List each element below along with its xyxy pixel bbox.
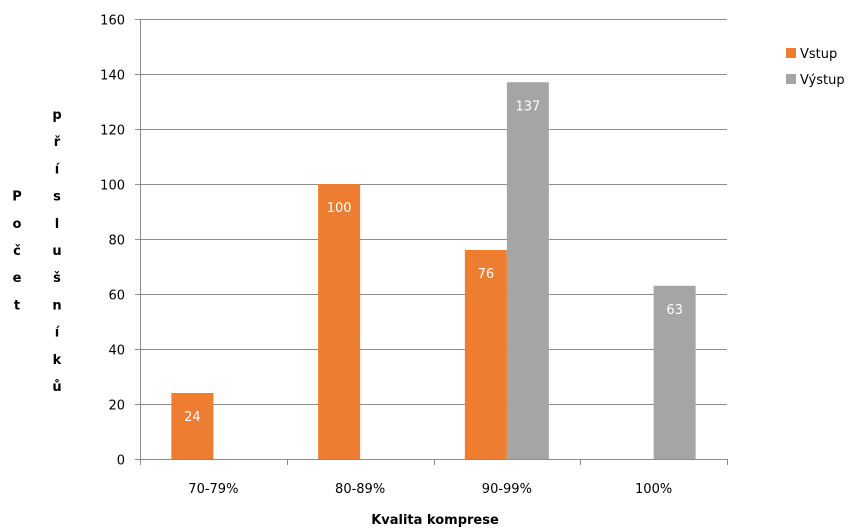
y-tick-label: 20 xyxy=(108,399,125,414)
y-axis-title-char: t xyxy=(14,298,20,313)
y-tick-label: 0 xyxy=(117,454,125,469)
y-axis-title-char: č xyxy=(13,244,21,259)
y-tick-label: 80 xyxy=(108,234,125,249)
y-tick-label: 160 xyxy=(100,14,125,29)
y-axis-title-char: s xyxy=(53,190,61,205)
y-axis-title-char: ů xyxy=(52,380,61,395)
y-tick-label: 60 xyxy=(108,289,125,304)
bar-výstup xyxy=(653,285,696,459)
data-label: 76 xyxy=(478,267,495,282)
legend-swatch xyxy=(786,48,796,58)
y-tick-label: 100 xyxy=(100,179,125,194)
data-label: 63 xyxy=(666,303,683,318)
bar-vstup xyxy=(171,393,214,459)
y-axis-title-char: o xyxy=(13,217,22,232)
y-axis-title-char: k xyxy=(53,353,62,368)
bar-výstup xyxy=(506,82,549,459)
y-axis-title-char: e xyxy=(13,271,22,286)
data-label: 100 xyxy=(327,201,352,216)
data-labels: 24 100 76 137 63 xyxy=(184,99,683,425)
y-axis-title-char: u xyxy=(52,244,61,259)
y-axis-title-char: n xyxy=(52,298,61,313)
y-axis-title-char: í xyxy=(55,162,61,177)
y-tick-label: 40 xyxy=(108,344,125,359)
x-tick-label: 80-89% xyxy=(335,482,385,497)
legend-label: Vstup xyxy=(800,47,837,62)
y-tick-labels: 0 20 40 60 80 100 120 140 160 xyxy=(100,14,125,469)
axes xyxy=(135,19,728,465)
y-axis-title-char: í xyxy=(55,326,61,341)
y-axis-title-char: š xyxy=(53,271,61,286)
legend: Vstup Výstup xyxy=(786,47,845,88)
x-tick-label: 90-99% xyxy=(482,482,532,497)
legend-label: Výstup xyxy=(800,73,845,88)
bars xyxy=(171,82,696,459)
x-axis-title: Kvalita komprese xyxy=(371,513,499,528)
x-tick-label: 70-79% xyxy=(188,482,238,497)
y-tick-label: 120 xyxy=(100,124,125,139)
grid-lines xyxy=(140,19,727,405)
bar-vstup xyxy=(318,184,361,459)
x-tick-labels: 70-79% 80-89% 90-99% 100% xyxy=(188,482,672,497)
legend-swatch xyxy=(786,74,796,84)
y-axis-title-char: P xyxy=(12,190,22,205)
data-label: 137 xyxy=(515,99,540,114)
y-axis-title-char: l xyxy=(55,217,59,232)
y-axis-title-char: ř xyxy=(54,135,61,150)
bar-vstup xyxy=(464,250,507,459)
y-axis-title-char: p xyxy=(52,108,61,123)
y-tick-label: 140 xyxy=(100,69,125,84)
x-tick-label: 100% xyxy=(635,482,672,497)
data-label: 24 xyxy=(184,410,201,425)
